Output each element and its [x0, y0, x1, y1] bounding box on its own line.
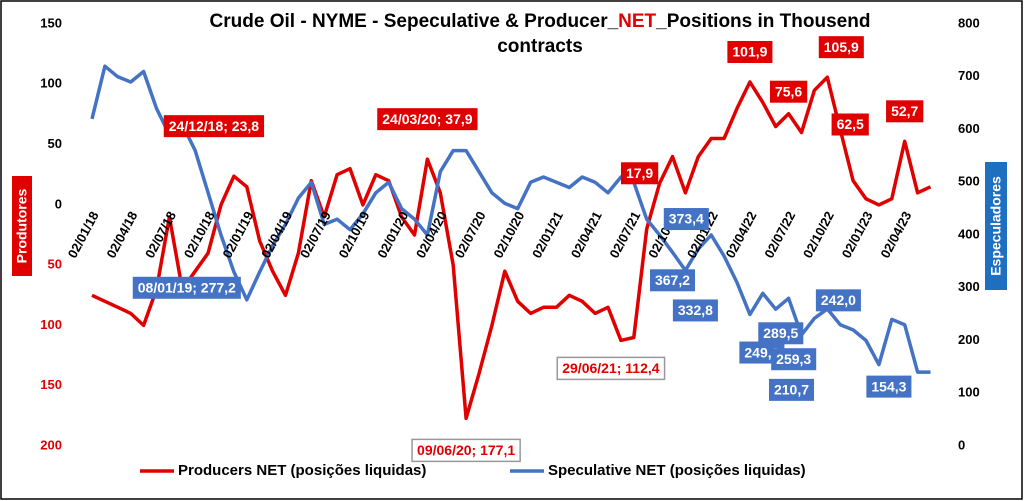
annotation-label: 242,0 [821, 292, 856, 308]
annotation: 332,8 [672, 299, 718, 322]
annotation-box [411, 438, 521, 463]
annotation-label: 367,2 [655, 272, 690, 288]
annotation: 367,2 [649, 269, 696, 292]
annotation-box [771, 348, 817, 371]
chart-title: Crude Oil - NYME - Sepeculative & Produc… [210, 11, 871, 32]
y2-tick-label: 700 [958, 68, 980, 83]
annotation-box [663, 208, 709, 231]
annotation-label: 24/12/18; 23,8 [169, 118, 260, 134]
annotation-box [886, 100, 924, 123]
annotation-label: 24/03/20; 37,9 [382, 111, 473, 127]
y2-axis-title-text: Especuladores [988, 176, 1004, 276]
legend-label: Producers NET (posições liquidas) [178, 462, 426, 479]
chart-title: contracts [497, 36, 583, 57]
y-tick-label: 100 [40, 76, 62, 91]
annotation-label: 259,3 [776, 351, 811, 367]
annotation-box [768, 378, 815, 401]
annotation-box [866, 375, 912, 398]
annotation: 24/12/18; 23,8 [163, 115, 265, 138]
annotation-box [758, 322, 804, 345]
annotation-label: 154,3 [871, 378, 906, 394]
y2-tick-label: 500 [958, 174, 980, 189]
annotation: 289,5 [758, 322, 804, 345]
series-line [90, 64, 931, 374]
annotation-box [831, 113, 869, 136]
annotation: 154,3 [866, 375, 912, 398]
y-tick-label: 50 [48, 136, 62, 151]
annotation-label: 75,6 [775, 83, 802, 99]
annotation-label: 52,7 [891, 103, 918, 119]
annotation: 62,5 [831, 113, 869, 136]
annotation-label: 08/01/19; 277,2 [138, 279, 236, 295]
annotation-label: 101,9 [732, 44, 767, 60]
annotation: 210,7 [768, 378, 815, 401]
annotation-box [818, 36, 864, 59]
annotation-box [620, 162, 659, 185]
title-part: _Positions in Thousend [655, 11, 870, 32]
annotation: 09/06/20; 177,1 [411, 438, 521, 463]
y2-axis-title: Especuladores [985, 162, 1007, 290]
annotation: 29/06/21; 112,4 [556, 356, 666, 381]
annotation-label: 249,2 [744, 344, 779, 360]
annotation: 52,7 [886, 100, 924, 123]
y-tick-label: 150 [40, 15, 62, 30]
annotation-label: 332,8 [678, 302, 713, 318]
annotation-box [377, 108, 478, 131]
annotation: 105,9 [818, 36, 864, 59]
y2-tick-label: 100 [958, 385, 980, 400]
annotation: 75,6 [769, 80, 808, 103]
annotation-box [815, 289, 861, 312]
title-part: Crude Oil - NYME - Sepeculative & Produc… [210, 11, 619, 32]
annotation-label: 29/06/21; 112,4 [562, 360, 660, 376]
annotation-box [649, 269, 696, 292]
y-axis-title-bg [12, 176, 32, 276]
y2-tick-label: 0 [958, 437, 965, 452]
annotation: 242,0 [815, 289, 861, 312]
y2-tick-label: 300 [958, 279, 980, 294]
legend-label: Speculative NET (posições liquidas) [548, 462, 806, 479]
title-highlight: NET [618, 11, 656, 32]
annotation-box [556, 356, 666, 381]
y2-axis-title-bg [985, 162, 1007, 290]
series-line [91, 75, 932, 421]
annotation-label: 289,5 [763, 325, 798, 341]
annotation-label: 62,5 [837, 116, 864, 132]
y-tick-label: 100 [40, 317, 62, 332]
annotation-box [132, 276, 241, 299]
annotation-box [769, 80, 808, 103]
annotation-box [672, 299, 718, 322]
y2-tick-label: 600 [958, 121, 980, 136]
y-tick-label: 200 [40, 437, 62, 452]
y2-tick-label: 400 [958, 226, 980, 241]
annotation: 101,9 [727, 40, 773, 63]
y-tick-label: 150 [40, 377, 62, 392]
annotation-label: 105,9 [824, 39, 859, 55]
annotation-box [727, 40, 773, 63]
annotation: 24/03/20; 37,9 [377, 108, 478, 131]
y-tick-label: 0 [55, 196, 62, 211]
annotation: 08/01/19; 277,2 [132, 276, 241, 299]
annotation: 373,4 [663, 208, 709, 231]
annotation-label: 17,9 [626, 165, 653, 181]
y-tick-label: 50 [48, 257, 62, 272]
y-axis-title-text: Produtores [14, 188, 30, 263]
y2-tick-label: 200 [958, 332, 980, 347]
annotation: 259,3 [771, 348, 817, 371]
annotation-label: 09/06/20; 177,1 [417, 442, 515, 458]
annotation-box [163, 115, 265, 138]
annotation-label: 373,4 [669, 211, 704, 227]
y-axis-title: Produtores [12, 176, 32, 276]
annotation-label: 210,7 [774, 382, 809, 398]
annotation: 17,9 [620, 162, 659, 185]
y2-tick-label: 800 [958, 15, 980, 30]
